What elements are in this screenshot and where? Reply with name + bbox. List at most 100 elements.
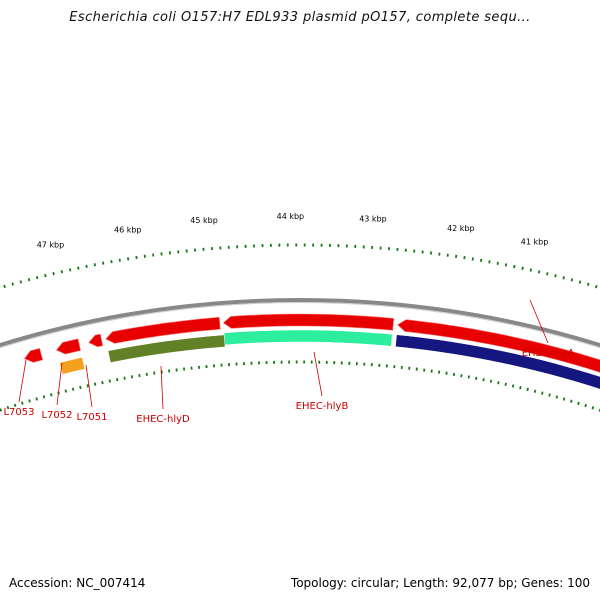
gene-leader-line (18, 359, 27, 403)
inner-tick (475, 376, 478, 380)
feature-l7052[interactable] (59, 356, 86, 375)
inner-tick (42, 395, 46, 399)
cds-l7051[interactable] (88, 333, 104, 348)
inner-tick (21, 401, 24, 405)
outer-tick (496, 261, 499, 265)
backbone-arc (0, 298, 600, 348)
inner-tick (497, 381, 500, 385)
outer-tick (546, 272, 549, 276)
inner-tick (504, 382, 507, 387)
inner-tick (138, 373, 141, 378)
outer-tick (52, 271, 55, 276)
outer-tick (488, 260, 491, 264)
scale-label: 47 kbp (37, 241, 65, 250)
outer-tick (60, 270, 64, 274)
inner-tick (548, 393, 551, 397)
inner-tick (28, 399, 31, 403)
gene-leader-line (313, 351, 323, 397)
gene-label-ehec-hlyb: EHEC-hlyB (296, 401, 349, 412)
gene-label-l7052: L7052 (41, 410, 72, 421)
outer-tick (27, 278, 31, 282)
outer-tick (513, 264, 516, 269)
outer-tick (68, 268, 72, 272)
inner-tick (467, 375, 470, 379)
scale-label: 43 kbp (359, 214, 387, 223)
inner-tick (541, 391, 544, 395)
outer-tick (19, 280, 23, 284)
inner-tick (584, 403, 587, 408)
inner-tick (511, 384, 515, 388)
gene-leader-line (85, 364, 93, 408)
inner-tick (86, 384, 89, 388)
inner-tick (101, 380, 104, 385)
inner-tick (93, 382, 97, 386)
map-title: Escherichia coli O157:H7 EDL933 plasmid … (69, 10, 531, 25)
inner-tick (591, 406, 595, 410)
topology-summary: Topology: circular; Length: 92,077 bp; G… (290, 576, 590, 590)
gene-label-ehec-hlyd: EHEC-hlyD (136, 414, 190, 425)
inner-tick (130, 375, 134, 379)
outer-tick (479, 258, 483, 262)
cds-l7052[interactable] (55, 338, 81, 355)
inner-tick (116, 377, 119, 382)
gene-label-l7053: L7053 (3, 407, 34, 418)
scale-label: 45 kbp (190, 216, 218, 225)
outer-tick (586, 282, 590, 287)
outer-tick (554, 274, 557, 278)
inner-tick (562, 397, 566, 401)
outer-tick (521, 266, 524, 270)
gene-leader-line (56, 362, 63, 406)
inner-tick (519, 386, 522, 390)
outer-tick (11, 282, 14, 286)
scale-label: 46 kbp (114, 226, 142, 235)
feature-hlyb[interactable] (223, 329, 393, 347)
inner-tick (49, 393, 53, 397)
outer-tick (102, 261, 105, 265)
cds-ehec-hlyb[interactable] (222, 313, 395, 331)
inner-tick (35, 397, 39, 401)
scale-label: 44 kbp (277, 212, 305, 221)
outer-tick (570, 278, 574, 282)
inner-tick (577, 401, 580, 406)
inner-tick (569, 399, 573, 403)
inner-tick (64, 389, 68, 393)
outer-tick (537, 270, 541, 274)
outer-tick (110, 260, 113, 264)
outer-tick (77, 266, 80, 270)
outer-tick (595, 284, 598, 289)
outer-tick (118, 258, 121, 262)
inner-tick (489, 379, 493, 383)
inner-tick (460, 374, 463, 378)
accession-text: Accession: NC_007414 (9, 576, 146, 590)
outer-tick (562, 276, 565, 280)
inner-tick (482, 378, 485, 382)
outer-tick (504, 263, 508, 267)
gene-label-ehec-hlya: EHEC-hlyA (522, 348, 575, 359)
gene-label-l7051: L7051 (76, 412, 107, 423)
feature-hlyd[interactable] (107, 334, 226, 363)
outer-tick (44, 273, 47, 278)
outer-tick (3, 284, 6, 289)
outer-tick (529, 268, 533, 272)
inner-tick (79, 385, 82, 390)
gene-leader-line (160, 365, 164, 410)
outer-tick (93, 263, 97, 267)
backbone-highlight (0, 302, 600, 349)
inner-tick (123, 376, 126, 380)
inner-tick (555, 395, 559, 399)
scale-label: 41 kbp (521, 237, 549, 246)
inner-tick (13, 403, 17, 408)
gene-leader-line (529, 299, 549, 344)
outer-tick (85, 264, 88, 269)
cds-l7053[interactable] (23, 347, 44, 363)
cds-ehec-hlyd[interactable] (105, 316, 221, 344)
cds-ehec-hlya[interactable] (397, 319, 600, 383)
feature-hlya[interactable] (395, 334, 600, 404)
outer-tick (35, 275, 39, 280)
outer-tick (578, 280, 582, 284)
inner-tick (533, 389, 537, 393)
inner-tick (71, 387, 75, 391)
inner-tick (108, 379, 112, 383)
